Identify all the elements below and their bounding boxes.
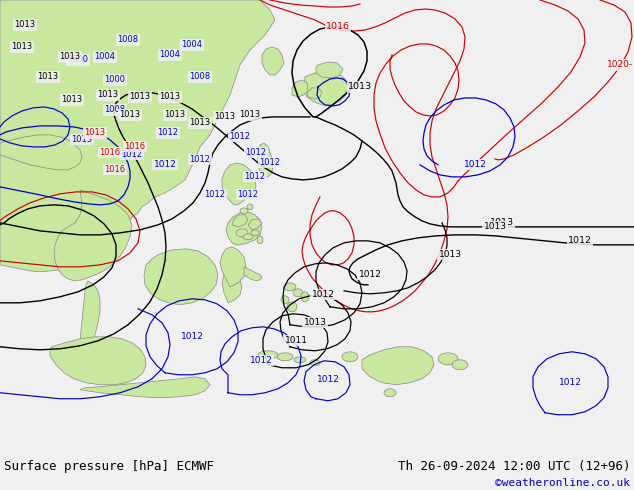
- Text: 1013: 1013: [490, 219, 514, 227]
- Text: 1020-: 1020-: [607, 60, 633, 70]
- Text: 1004: 1004: [181, 41, 202, 49]
- Text: 1013: 1013: [61, 96, 82, 104]
- Text: 1016: 1016: [105, 166, 126, 174]
- Polygon shape: [222, 163, 256, 205]
- Polygon shape: [292, 80, 308, 97]
- Text: 1012: 1012: [230, 132, 250, 142]
- Polygon shape: [248, 219, 262, 230]
- Text: ©weatheronline.co.uk: ©weatheronline.co.uk: [495, 478, 630, 488]
- Text: 1013: 1013: [84, 128, 106, 137]
- Text: 1013: 1013: [159, 93, 181, 101]
- Polygon shape: [294, 357, 306, 363]
- Text: 1013: 1013: [72, 135, 93, 145]
- Polygon shape: [438, 353, 458, 365]
- Text: 1016: 1016: [100, 148, 120, 157]
- Text: 1012: 1012: [190, 155, 210, 165]
- Polygon shape: [50, 337, 146, 385]
- Text: 1013: 1013: [60, 52, 81, 61]
- Polygon shape: [301, 292, 309, 302]
- Polygon shape: [287, 302, 297, 312]
- Text: 1012: 1012: [559, 378, 581, 387]
- Text: 1000: 1000: [67, 55, 89, 65]
- Polygon shape: [0, 135, 82, 170]
- Text: 1013: 1013: [98, 91, 119, 99]
- Polygon shape: [281, 296, 289, 304]
- Text: 1012: 1012: [245, 148, 266, 157]
- Text: 1008: 1008: [190, 73, 210, 81]
- Text: 1012: 1012: [157, 128, 179, 137]
- Text: 1012: 1012: [568, 236, 592, 245]
- Text: 1012: 1012: [463, 160, 486, 170]
- Polygon shape: [262, 47, 284, 75]
- Text: 1013: 1013: [11, 43, 32, 51]
- Text: 1012: 1012: [122, 150, 143, 159]
- Polygon shape: [277, 353, 293, 361]
- Polygon shape: [304, 71, 348, 105]
- Polygon shape: [310, 360, 320, 366]
- Text: 1012: 1012: [153, 160, 176, 170]
- Text: 1013: 1013: [37, 73, 58, 81]
- Polygon shape: [220, 247, 246, 287]
- Text: 1013: 1013: [484, 222, 507, 231]
- Text: 1004: 1004: [94, 52, 115, 61]
- Text: 1012: 1012: [311, 290, 335, 299]
- Polygon shape: [384, 389, 396, 397]
- Polygon shape: [80, 377, 210, 398]
- Text: 1004: 1004: [160, 50, 181, 59]
- Polygon shape: [247, 204, 253, 210]
- Text: 1008: 1008: [105, 105, 126, 115]
- Polygon shape: [452, 360, 468, 370]
- Polygon shape: [144, 249, 218, 305]
- Polygon shape: [236, 229, 248, 237]
- Text: 1012: 1012: [245, 172, 266, 181]
- Text: Th 26-09-2024 12:00 UTC (12+96): Th 26-09-2024 12:00 UTC (12+96): [398, 460, 630, 473]
- Text: 1012: 1012: [238, 191, 259, 199]
- Polygon shape: [226, 212, 262, 245]
- Polygon shape: [258, 351, 278, 359]
- Text: 1012: 1012: [250, 356, 273, 365]
- Text: Surface pressure [hPa] ECMWF: Surface pressure [hPa] ECMWF: [4, 460, 214, 473]
- Text: 1016: 1016: [124, 143, 146, 151]
- Text: 1012: 1012: [259, 158, 280, 168]
- Polygon shape: [243, 234, 253, 240]
- Text: 1013: 1013: [164, 110, 186, 120]
- Text: 1013: 1013: [439, 250, 462, 259]
- Text: 1000: 1000: [105, 75, 126, 84]
- Text: 1012: 1012: [359, 270, 382, 279]
- Polygon shape: [362, 347, 434, 385]
- Polygon shape: [0, 0, 275, 272]
- Polygon shape: [79, 281, 100, 367]
- Text: 1016: 1016: [326, 23, 350, 31]
- Text: 1013: 1013: [15, 21, 36, 29]
- Polygon shape: [54, 190, 132, 281]
- Text: 1012: 1012: [181, 332, 204, 342]
- Text: 1012: 1012: [316, 375, 339, 384]
- Text: 1013: 1013: [129, 93, 150, 101]
- Text: 1013: 1013: [348, 82, 372, 92]
- Polygon shape: [307, 88, 322, 99]
- Polygon shape: [316, 62, 343, 78]
- Polygon shape: [240, 208, 248, 214]
- Polygon shape: [342, 352, 358, 362]
- Text: 1013: 1013: [214, 112, 236, 122]
- Polygon shape: [293, 289, 303, 297]
- Polygon shape: [258, 143, 273, 177]
- Polygon shape: [257, 236, 263, 244]
- Polygon shape: [244, 267, 262, 281]
- Text: 1011: 1011: [285, 336, 307, 345]
- Text: 1012: 1012: [205, 191, 226, 199]
- Text: 1013: 1013: [190, 119, 210, 127]
- Text: 1013: 1013: [240, 110, 261, 120]
- Polygon shape: [284, 283, 296, 291]
- Text: 1013: 1013: [304, 318, 327, 327]
- Text: 1008: 1008: [117, 35, 139, 45]
- Text: 1013: 1013: [119, 110, 141, 120]
- Polygon shape: [222, 272, 242, 303]
- Polygon shape: [251, 230, 259, 236]
- Polygon shape: [232, 215, 248, 227]
